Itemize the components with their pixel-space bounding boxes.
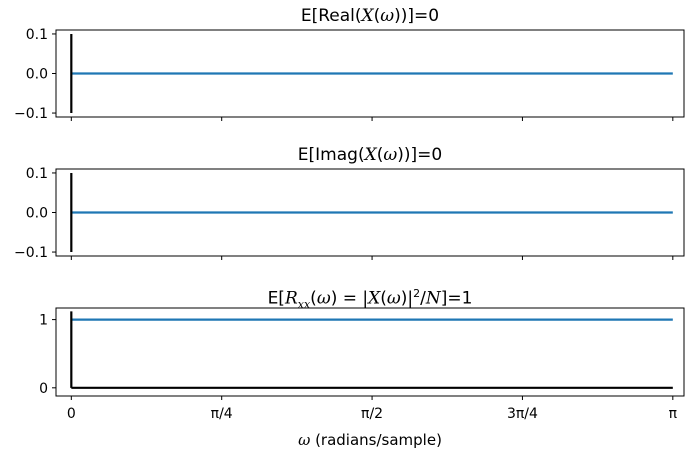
chart-1-title: E[Real(X(ω))]=0 [300, 6, 440, 26]
chart-3-xtick-label-2: π/4 [211, 406, 233, 422]
chart-3-axes-frame [55, 307, 685, 397]
chart-1-ytick-label-2: 0.0 [26, 67, 48, 83]
chart-3-ytick-label-2: 1 [39, 313, 48, 329]
chart-1-ytick-label-1: −0.1 [14, 106, 48, 122]
chart-2-title: E[Imag(X(ω))]=0 [297, 145, 443, 165]
chart-3-xtick-label-1: 0 [67, 406, 76, 422]
chart-3-xlabel: ω (radians/sample) [298, 431, 442, 449]
chart-3-xtick-label-4: 3π/4 [507, 406, 538, 422]
chart-3-ytick-label-1: 0 [39, 381, 48, 397]
chart-3-title: E[Rxx(ω) = |X(ω)|2/N]=1 [267, 287, 473, 312]
chart-1-ytick-label-3: 0.1 [26, 27, 48, 43]
chart-3-xtick-label-5: π [669, 406, 678, 422]
chart-2-ytick-label-2: 0.0 [26, 206, 48, 222]
chart-2-ytick-label-1: −0.1 [14, 245, 48, 261]
chart-3-xtick-label-3: π/2 [361, 406, 383, 422]
chart-2-ytick-label-3: 0.1 [26, 166, 48, 182]
